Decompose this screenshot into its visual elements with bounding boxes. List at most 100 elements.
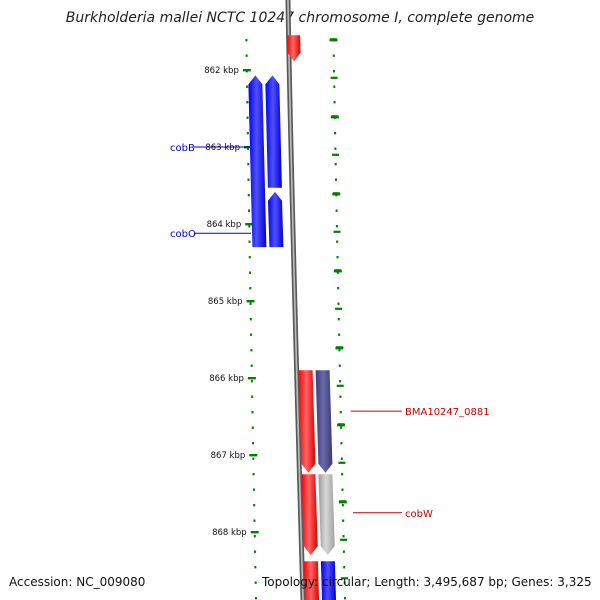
minor-tick-left [247,163,250,166]
chromosome-backbone-highlight [287,0,304,600]
minor-tick-right [334,132,337,135]
gene-feature-cobB[interactable] [248,75,267,248]
minor-tick-left [248,240,251,243]
minor-tick-right [333,70,336,73]
gene-feature-top[interactable] [287,35,301,62]
gene-feature-blue2b[interactable] [268,191,284,248]
minor-tick-left [247,178,250,181]
mid-tick-right [334,269,342,272]
minor-tick-left [246,116,249,119]
kbp-tick-label: 865 kbp [208,297,243,307]
minor-tick-left [253,519,256,522]
minor-tick-right [339,395,342,398]
minor-tick-left [246,132,249,135]
mid-tick-right [338,461,346,464]
gene-label-cobB[interactable]: cobB [170,143,195,154]
minor-tick-right [334,178,337,181]
major-tick-left [247,377,256,380]
minor-tick-left [249,302,252,305]
minor-tick-right [332,54,335,57]
accession-text: Accession: NC_009080 [9,575,146,589]
map-title: Burkholderia mallei NCTC 10247 chromosom… [65,10,535,26]
kbp-tick-label: 867 kbp [211,451,246,461]
gene-feature-red3[interactable] [303,561,319,600]
minor-tick-right [343,566,346,569]
gene-feature-red1[interactable] [298,370,316,473]
minor-tick-right [336,271,339,274]
minor-tick-right [337,287,340,290]
minor-tick-left [252,473,255,476]
minor-tick-left [250,333,253,336]
minor-tick-right [341,504,344,507]
minor-tick-right [338,349,341,352]
major-tick-left [242,69,251,72]
gene-feature-grey[interactable] [318,474,335,556]
major-tick-left [249,454,258,457]
minor-tick-right [340,457,343,460]
minor-tick-left [252,488,255,491]
minor-tick-left [246,101,249,104]
minor-tick-left [250,349,253,352]
minor-tick-left [254,550,257,553]
minor-tick-left [250,380,253,383]
major-tick-left [245,223,254,226]
gene-feature-slate[interactable] [315,370,333,473]
minor-tick-right [333,85,336,88]
minor-tick-right [341,473,344,476]
minor-tick-right [343,597,346,600]
gene-feature-blue3[interactable] [320,561,336,600]
minor-tick-left [253,535,256,538]
minor-tick-right [338,333,341,336]
kbp-tick-label: 863 kbp [205,143,240,153]
gene-feature-red2[interactable] [301,474,318,556]
minor-tick-left [251,411,254,414]
gene-feature-blue2a[interactable] [265,75,282,188]
mid-tick-right [340,538,348,541]
minor-tick-left [252,442,255,445]
minor-tick-right [340,426,343,429]
major-tick-left [250,531,259,534]
minor-tick-right [340,442,343,445]
minor-tick-left [252,457,255,460]
minor-tick-left [245,54,248,57]
gene-label-cobO[interactable]: cobO [170,229,196,240]
mid-tick-right [332,153,340,156]
minor-tick-left [248,225,251,228]
minor-tick-left [247,209,250,212]
minor-tick-right [342,550,345,553]
mid-tick-right [335,346,343,349]
minor-tick-left [251,426,254,429]
mid-tick-right [332,192,340,195]
gene-label-cobW[interactable]: cobW [405,509,433,520]
minor-tick-right [338,364,341,367]
minor-tick-left [249,318,252,321]
mid-tick-right [336,384,344,387]
minor-tick-left [250,364,253,367]
minor-tick-left [254,597,257,600]
minor-tick-left [249,271,252,274]
minor-tick-right [339,380,342,383]
mid-tick-right [333,230,341,233]
minor-tick-right [342,535,345,538]
minor-tick-left [247,194,250,197]
minor-tick-right [336,240,339,243]
minor-tick-right [335,225,338,228]
minor-tick-left [246,85,249,88]
minor-tick-right [334,163,337,166]
gene-label-BMA10247_0881[interactable]: BMA10247_0881 [405,407,490,418]
kbp-tick-label: 862 kbp [204,66,239,76]
minor-tick-left [247,147,250,150]
minor-tick-right [335,209,338,212]
kbp-tick-label: 868 kbp [212,528,247,538]
minor-tick-left [251,395,254,398]
minor-tick-right [341,488,344,491]
mid-tick-right [337,423,345,426]
kbp-tick-label: 864 kbp [207,220,242,230]
minor-tick-right [336,256,339,259]
minor-tick-right [339,411,342,414]
minor-tick-left [254,581,257,584]
mid-tick-right [331,115,339,118]
minor-tick-right [333,101,336,104]
mid-tick-right [339,500,347,503]
